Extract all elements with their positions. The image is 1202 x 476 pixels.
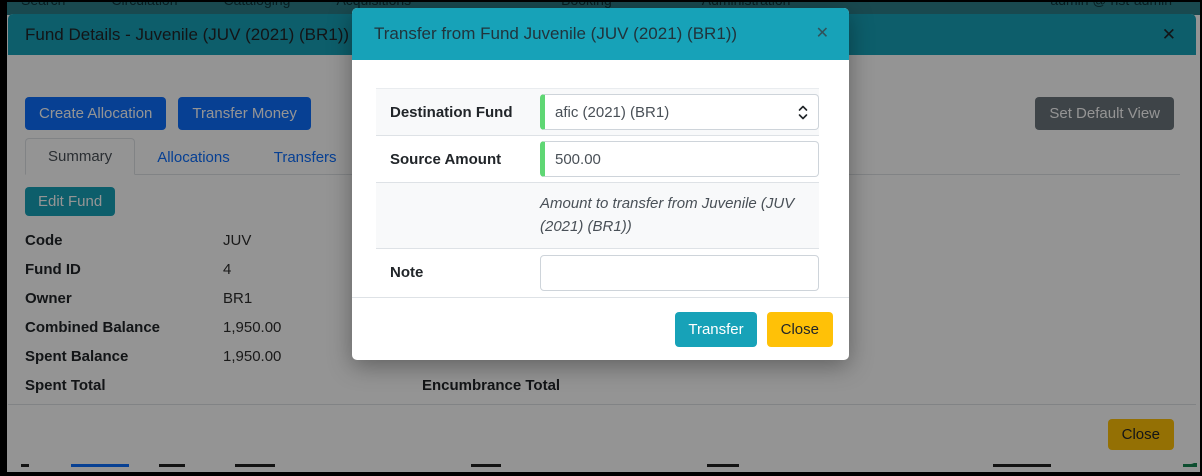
close-icon[interactable]: ✕	[1161, 25, 1176, 44]
nav-item-cataloging[interactable]: Cataloging	[224, 2, 291, 8]
spinner-arrows-icon[interactable]	[798, 104, 808, 121]
row-label: Spent Total	[25, 377, 106, 394]
transfer-money-button[interactable]: Transfer Money	[178, 97, 311, 130]
source-amount-help-row: Amount to transfer from Juvenile (JUV (2…	[376, 183, 819, 249]
table-row: Combined Balance 1,950.00	[25, 313, 1180, 342]
edit-fund-button[interactable]: Edit Fund	[25, 187, 116, 216]
bg-row-cell	[235, 463, 275, 467]
row-label: Owner	[25, 290, 72, 307]
fund-toolbar: Create Allocation Transfer Money Set Def…	[25, 97, 1180, 130]
table-row: Owner BR1	[25, 284, 1180, 313]
set-default-view-button[interactable]: Set Default View	[1035, 97, 1174, 130]
tab-summary[interactable]: Summary	[25, 138, 136, 175]
note-row: Note	[376, 249, 819, 297]
table-row: Spent Balance 1,950.00	[25, 342, 1180, 371]
fund-details-footer: Close	[8, 404, 1196, 464]
fund-details-title: Fund Details - Juvenile (JUV (2021) (BR1…	[25, 24, 350, 44]
row-value: JUV	[223, 232, 252, 249]
table-row: Spent Total Encumbrance Total	[25, 371, 1180, 400]
transfer-button[interactable]: Transfer	[675, 311, 757, 347]
tab-allocations[interactable]: Allocations	[157, 149, 230, 166]
row-label: Fund ID	[25, 261, 81, 278]
nav-item-administration[interactable]: Administration	[702, 2, 791, 8]
note-label: Note	[390, 264, 424, 281]
bg-row-cell	[993, 463, 1051, 467]
destination-fund-select[interactable]: afic (2021) (BR1)	[540, 94, 819, 130]
background-table-row	[7, 461, 1200, 469]
note-input[interactable]	[540, 254, 819, 291]
nav-item-circulation[interactable]: Circulation	[111, 2, 177, 8]
destination-fund-value: afic (2021) (BR1)	[555, 103, 670, 121]
bg-row-link	[71, 463, 129, 467]
app-window: Search Circulation Cataloging Acquisitio…	[7, 2, 1200, 472]
destination-fund-label: Destination Fund	[390, 103, 513, 121]
bg-row-cell	[159, 463, 185, 467]
nav-item-search[interactable]: Search	[21, 2, 65, 8]
row-label: Code	[25, 232, 63, 249]
tab-transfers[interactable]: Transfers	[273, 149, 337, 166]
row-label: Combined Balance	[25, 319, 161, 336]
bg-row-cell	[471, 463, 501, 467]
row-label: Spent Balance	[25, 348, 129, 365]
row-label2: Encumbrance Total	[422, 377, 561, 394]
source-amount-input[interactable]	[540, 141, 819, 177]
bg-row-cell	[707, 463, 739, 467]
bg-row-cell	[1183, 463, 1197, 467]
row-value: BR1	[223, 290, 253, 307]
transfer-modal-title: Transfer from Fund Juvenile (JUV (2021) …	[374, 24, 738, 43]
transfer-modal-header: Transfer from Fund Juvenile (JUV (2021) …	[352, 8, 849, 60]
logged-in-user[interactable]: admin @ nst-admin	[1050, 2, 1172, 8]
table-row: Code JUV	[25, 226, 1180, 255]
close-icon[interactable]: ✕	[815, 25, 829, 42]
transfer-modal-footer: Transfer Close	[352, 296, 849, 361]
source-amount-label: Source Amount	[390, 150, 502, 168]
create-allocation-button[interactable]: Create Allocation	[25, 97, 167, 130]
fund-summary-table: Code JUV Fund ID 4 Owner BR1	[25, 226, 1180, 400]
fund-details-close-button[interactable]: Close	[1107, 419, 1174, 450]
destination-fund-row: Destination Fund afic (2021) (BR1)	[376, 88, 819, 136]
source-amount-help-text: Amount to transfer from Juvenile (JUV (2…	[540, 195, 795, 236]
transfer-modal-body: Destination Fund afic (2021) (BR1) Sourc…	[352, 60, 849, 297]
table-row: Fund ID 4	[25, 255, 1180, 284]
source-amount-row: Source Amount	[376, 136, 819, 183]
transfer-modal: Transfer from Fund Juvenile (JUV (2021) …	[352, 8, 849, 360]
transfer-close-button[interactable]: Close	[766, 311, 833, 347]
row-value: 4	[223, 261, 232, 278]
nav-item-booking[interactable]: Booking	[561, 2, 612, 8]
navbar-items: Search Circulation Cataloging Acquisitio…	[7, 2, 1200, 8]
bg-row-cell	[21, 463, 29, 467]
row-value: 1,950.00	[223, 348, 282, 365]
row-value: 1,950.00	[223, 319, 282, 336]
nav-item-acquisitions[interactable]: Acquisitions	[336, 2, 411, 8]
